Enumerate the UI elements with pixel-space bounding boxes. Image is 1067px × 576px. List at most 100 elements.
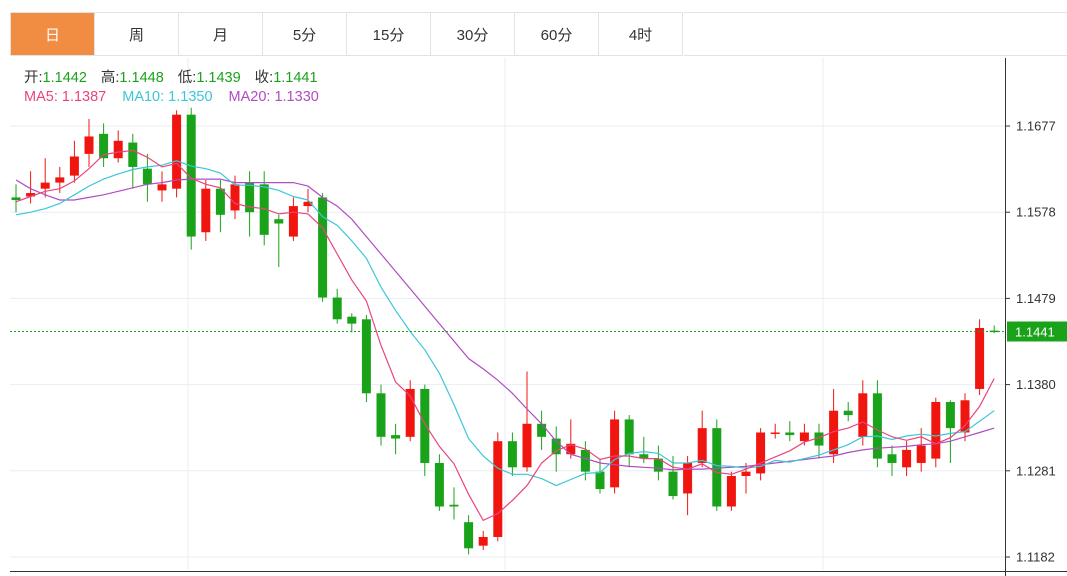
candle-body: [975, 328, 985, 389]
candle-body: [610, 419, 620, 488]
candle-body: [347, 316, 357, 324]
candle-body: [726, 476, 736, 507]
candle-body: [318, 197, 328, 298]
candle-body: [858, 393, 868, 437]
candle-body: [449, 504, 459, 507]
candle-body: [551, 438, 561, 455]
candle-body: [566, 443, 576, 455]
candle-body: [303, 201, 313, 207]
candle-body: [931, 402, 941, 459]
candle-body: [493, 441, 503, 537]
candle-body: [142, 168, 152, 185]
candle-body: [215, 188, 225, 215]
candle-body: [405, 388, 415, 437]
high-label: 高:: [100, 70, 120, 86]
candle-body: [40, 182, 50, 189]
candle-body: [478, 536, 488, 546]
candle-body: [464, 522, 474, 549]
candle-body: [26, 193, 36, 197]
ma20-line: [15, 178, 995, 471]
candle-body: [361, 319, 371, 394]
tab-4hour[interactable]: 4时: [599, 13, 683, 55]
candle-body: [916, 445, 926, 463]
candle-body: [814, 432, 824, 446]
y-tick-label: 1.1182: [1016, 550, 1055, 565]
y-tick-label: 1.1479: [1016, 291, 1056, 306]
candle-body: [843, 410, 853, 416]
ma-lines-layer: [15, 149, 995, 522]
candle-body: [799, 432, 809, 442]
candle-body: [69, 156, 79, 176]
candle-body: [595, 471, 605, 490]
candle-body: [420, 388, 430, 463]
tab-30min[interactable]: 30分: [431, 13, 515, 55]
candle-body: [624, 419, 634, 455]
candle-body: [756, 432, 766, 474]
candle-body: [741, 471, 751, 477]
candle-body: [84, 136, 94, 154]
chart-grid: [10, 58, 1005, 570]
candle-body: [376, 393, 386, 437]
close-value: 1.1441: [273, 70, 318, 86]
candle-body: [259, 184, 269, 235]
open-value: 1.1442: [42, 70, 87, 86]
candle-body: [172, 114, 182, 189]
ma5-label: MA5:: [24, 89, 62, 105]
candle-body: [288, 206, 298, 237]
candle-body: [522, 423, 532, 468]
ma5-value: 1.1387: [61, 89, 107, 105]
candle-body: [113, 140, 123, 159]
ma10-label: MA10:: [122, 89, 169, 105]
open-label: 开:: [24, 70, 43, 86]
candle-body: [785, 432, 795, 436]
tab-60min[interactable]: 60分: [515, 13, 599, 55]
ma20-value: 1.1330: [274, 89, 319, 105]
ma-readout: MA5: 1.1387 MA10: 1.1350 MA20: 1.1330: [24, 89, 319, 105]
candle-body: [960, 400, 970, 433]
close-label: 收:: [254, 70, 274, 86]
candle-body: [230, 184, 240, 211]
ma5-line: [15, 149, 995, 522]
candle-body: [245, 182, 255, 213]
candle-body: [128, 142, 138, 167]
y-tick-label: 1.1281: [1016, 463, 1056, 478]
candle-body: [668, 471, 678, 497]
ma10-line: [15, 160, 995, 487]
candle-body: [945, 402, 955, 429]
candle-body: [537, 423, 547, 437]
low-label: 低:: [177, 70, 197, 86]
candle-body: [697, 428, 707, 463]
current-price-tag: [1007, 321, 1067, 342]
high-value: 1.1448: [119, 70, 164, 86]
tab-month[interactable]: 月: [179, 13, 263, 55]
ma10-value: 1.1350: [168, 89, 213, 105]
candle-body: [770, 432, 780, 434]
tab-week[interactable]: 周: [95, 13, 179, 55]
candle-body: [11, 197, 21, 201]
tab-day[interactable]: 日: [11, 13, 95, 55]
candle-body: [872, 393, 882, 459]
y-tick-label: 1.1677: [1016, 119, 1056, 134]
candle-body: [274, 219, 284, 224]
candle-body: [157, 184, 167, 191]
candle-body: [332, 297, 342, 320]
low-value: 1.1439: [196, 70, 241, 86]
candle-body: [683, 462, 693, 494]
current-price-label: 1.1441: [1015, 324, 1055, 339]
candle-body: [902, 449, 912, 468]
candle-body: [99, 133, 109, 159]
period-tabs: 日 周 月 5分 15分 30分 60分 4时: [10, 12, 683, 56]
price-axis: 1.1677 1.1578 1.1479 1.1380 1.1281 1.1182 1.14…: [10, 58, 1067, 576]
candle-body: [887, 454, 897, 463]
candle-body: [391, 435, 401, 439]
candle-body: [639, 454, 649, 459]
candle-body: [201, 188, 211, 233]
tab-15min[interactable]: 15分: [347, 13, 431, 55]
candle-body: [580, 449, 590, 472]
ohlc-readout: 开:1.1442 高:1.1448 低:1.1439 收:1.1441: [24, 66, 318, 87]
candle-body: [653, 458, 663, 472]
tab-5min[interactable]: 5分: [263, 13, 347, 55]
candle-body: [829, 410, 839, 455]
candle-body: [507, 441, 517, 468]
